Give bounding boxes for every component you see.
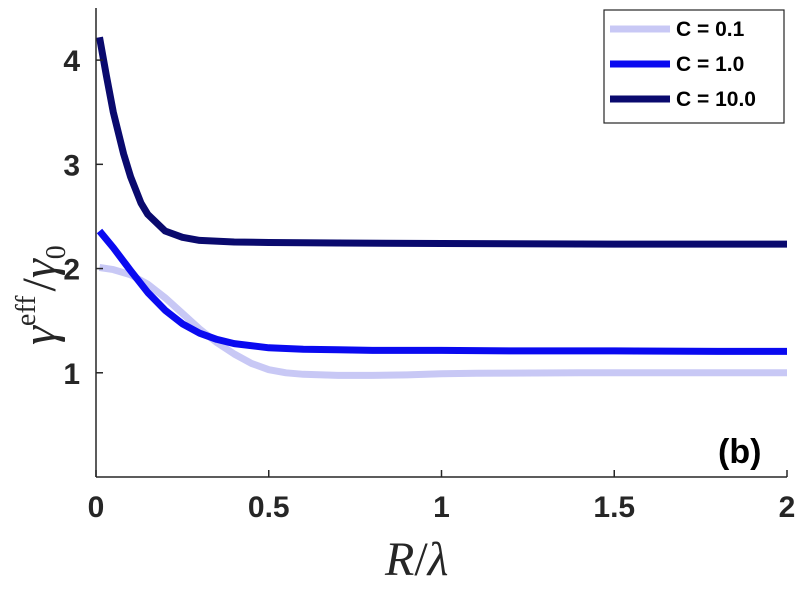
- x-tick-label: 1: [433, 491, 450, 524]
- y-axis-label-denom: γ: [13, 258, 66, 278]
- y-axis-label-denom-sub: 0: [41, 245, 72, 259]
- y-tick-label: 2: [63, 254, 80, 287]
- x-axis-label-main: R: [384, 533, 414, 586]
- legend-entries: C = 0.1 C = 1.0 C = 10.0: [610, 18, 756, 111]
- y-tick-label: 1: [63, 358, 80, 391]
- x-tick-label: 2: [779, 491, 796, 524]
- series-line-1: [96, 228, 787, 355]
- panel-label: (b): [718, 433, 761, 471]
- y-axis-label: γeff/γ0: [11, 245, 72, 345]
- legend: C = 0.1 C = 1.0 C = 10.0: [603, 9, 785, 124]
- y-tick-label: 4: [63, 45, 80, 78]
- y-axis-label-sup: eff: [11, 295, 42, 326]
- x-tick-label: 0: [88, 491, 105, 524]
- y-axis-label-sep: /: [13, 278, 66, 292]
- legend-label-2: C = 10.0: [676, 88, 756, 111]
- series-line-0: [98, 264, 787, 379]
- x-axis-label-sub: λ: [426, 533, 449, 586]
- x-axis-label: R/λ: [384, 533, 448, 586]
- series-layer: [96, 36, 787, 379]
- series-line-2: [96, 36, 787, 248]
- y-axis-label-base: γ: [13, 325, 66, 345]
- tick-layer: 0 0.5 1 1.5 2 1 2 3 4: [63, 45, 795, 524]
- x-tick-label: 0.5: [248, 491, 290, 524]
- legend-label-0: C = 0.1: [676, 18, 745, 41]
- y-tick-label: 3: [63, 149, 80, 182]
- legend-label-1: C = 1.0: [676, 53, 744, 76]
- x-tick-label: 1.5: [593, 491, 635, 524]
- x-axis-label-sep: /: [414, 533, 428, 586]
